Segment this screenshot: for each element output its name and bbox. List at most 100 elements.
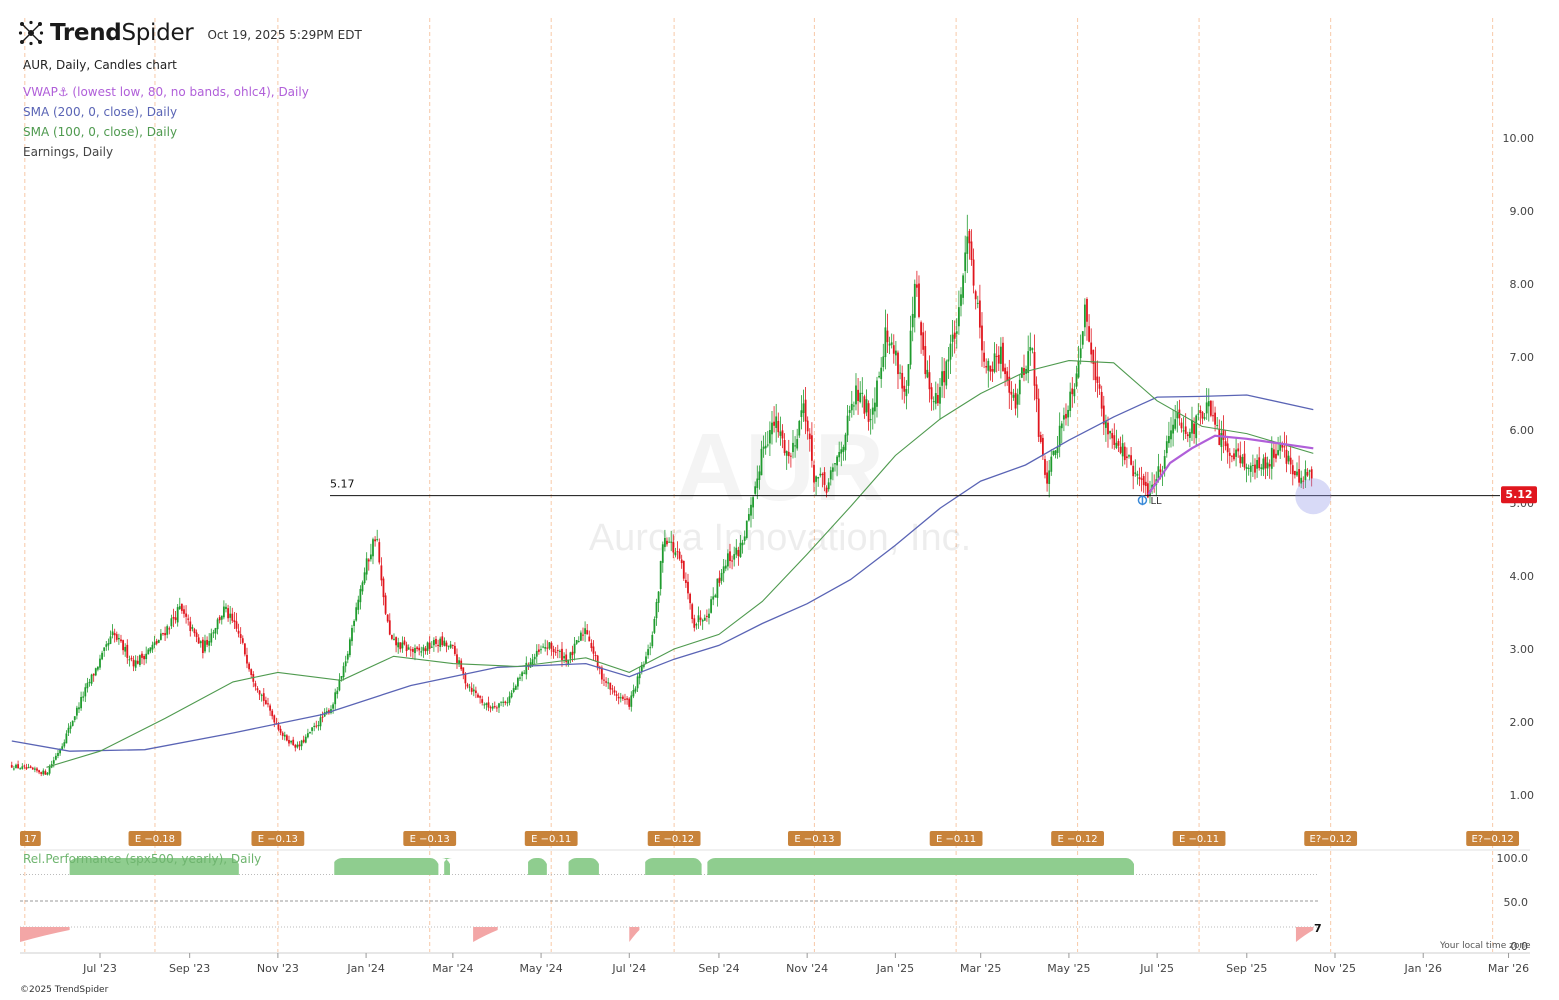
candle-body: [1138, 477, 1141, 480]
candle-body: [416, 647, 418, 650]
candle-body: [220, 615, 223, 620]
candle-body: [1180, 422, 1183, 429]
candle-body: [279, 728, 282, 733]
candle-body: [264, 700, 267, 705]
candle-body: [491, 706, 494, 709]
candle-body: [1088, 326, 1090, 342]
earnings-badge-label: E −0.11: [936, 834, 976, 845]
candle-body: [227, 608, 229, 619]
candle-body: [842, 446, 845, 452]
candle-body: [955, 331, 958, 334]
candle-body: [1291, 465, 1294, 475]
candle-body: [943, 370, 946, 383]
candle-body: [701, 619, 704, 622]
candle-body: [210, 633, 213, 643]
candle-body: [204, 640, 206, 652]
candle-body: [922, 332, 925, 350]
candle-body: [1052, 450, 1055, 455]
candle-body: [1212, 415, 1214, 417]
indicator-earnings[interactable]: Earnings, Daily: [23, 145, 114, 159]
candle-body: [720, 572, 723, 581]
candle-body: [439, 638, 442, 647]
candle-body: [668, 541, 670, 543]
candle-body: [405, 644, 408, 652]
candle-body: [17, 764, 19, 769]
candle-body: [1136, 473, 1139, 476]
candle-body: [229, 613, 232, 618]
candle-body: [115, 634, 118, 640]
time-axis-tick: Jul '25: [1139, 962, 1174, 975]
candle-body: [512, 688, 515, 693]
candle-body: [632, 690, 635, 697]
candle-body: [372, 539, 374, 557]
trendspider-logo-icon: [18, 20, 44, 46]
candle-body: [273, 715, 276, 723]
candle-body: [1191, 420, 1193, 434]
time-axis-tick: Jan '26: [1403, 962, 1441, 975]
candle-body: [1041, 437, 1044, 456]
candle-body: [859, 392, 862, 402]
candle-body: [78, 707, 80, 710]
candle-body: [117, 637, 120, 640]
candle-body: [1020, 367, 1023, 378]
candle-body: [170, 618, 173, 627]
candle-body: [1222, 429, 1225, 440]
candle-body: [1165, 441, 1168, 454]
candle-body: [390, 635, 393, 639]
candle-body: [976, 302, 979, 304]
relperf-negative-area: [629, 927, 640, 942]
candle-body: [1254, 464, 1256, 473]
candle-body: [928, 372, 931, 390]
candle-body: [987, 360, 990, 371]
chart-datetime: Oct 19, 2025 5:29PM EDT: [207, 28, 362, 42]
candle-body: [1279, 442, 1282, 451]
candle-body: [823, 472, 826, 485]
candle-body: [1132, 465, 1135, 477]
vwap-anchor-icon[interactable]: [1137, 495, 1148, 506]
price-axis-tick: 6.00: [1510, 424, 1535, 437]
candle-body: [206, 639, 208, 645]
candle-body: [817, 477, 820, 479]
candle-body: [1035, 384, 1038, 400]
candle-body: [1241, 456, 1244, 464]
candle-body: [808, 433, 811, 440]
candle-body: [166, 626, 169, 635]
candle-body: [176, 607, 179, 623]
candle-body: [915, 284, 918, 288]
indicator-sma-100[interactable]: SMA (100, 0, close), Daily: [23, 125, 178, 139]
candle-body: [626, 698, 628, 700]
candle-body: [27, 767, 30, 769]
earnings-badge: [647, 831, 701, 846]
candle-body: [48, 767, 51, 774]
price-axis-tick: 2.00: [1510, 716, 1535, 729]
candle-body: [567, 660, 570, 664]
candle-body: [1249, 465, 1252, 472]
candle-body: [407, 647, 410, 650]
candle-body: [775, 416, 778, 428]
candle-body: [1170, 430, 1172, 440]
candle-body: [978, 300, 981, 328]
candle-body: [157, 639, 160, 643]
candle-body: [183, 609, 185, 614]
candle-body: [974, 291, 977, 300]
relperf-positive-area: [645, 858, 702, 875]
candle-body: [420, 651, 423, 653]
indicator-sma-200[interactable]: SMA (200, 0, close), Daily: [23, 105, 178, 119]
relperf-axis-tick: 50.0: [1504, 896, 1529, 909]
candle-body: [1270, 447, 1273, 469]
candle-body: [361, 582, 364, 592]
indicator-vwap[interactable]: VWAP⚓ (lowest low, 80, no bands, ohlc4),…: [23, 85, 309, 99]
candle-body: [409, 649, 412, 651]
candle-body: [510, 692, 513, 698]
relperf-positive-area: [334, 858, 439, 875]
candle-body: [151, 644, 154, 650]
candle-body: [1056, 446, 1059, 453]
earnings-badge: [20, 831, 41, 846]
candle-body: [189, 621, 192, 632]
candle-body: [569, 652, 572, 659]
earnings-badge: [929, 831, 983, 846]
candle-body: [556, 650, 559, 652]
candle-body: [924, 346, 927, 375]
candle-body: [680, 559, 683, 564]
